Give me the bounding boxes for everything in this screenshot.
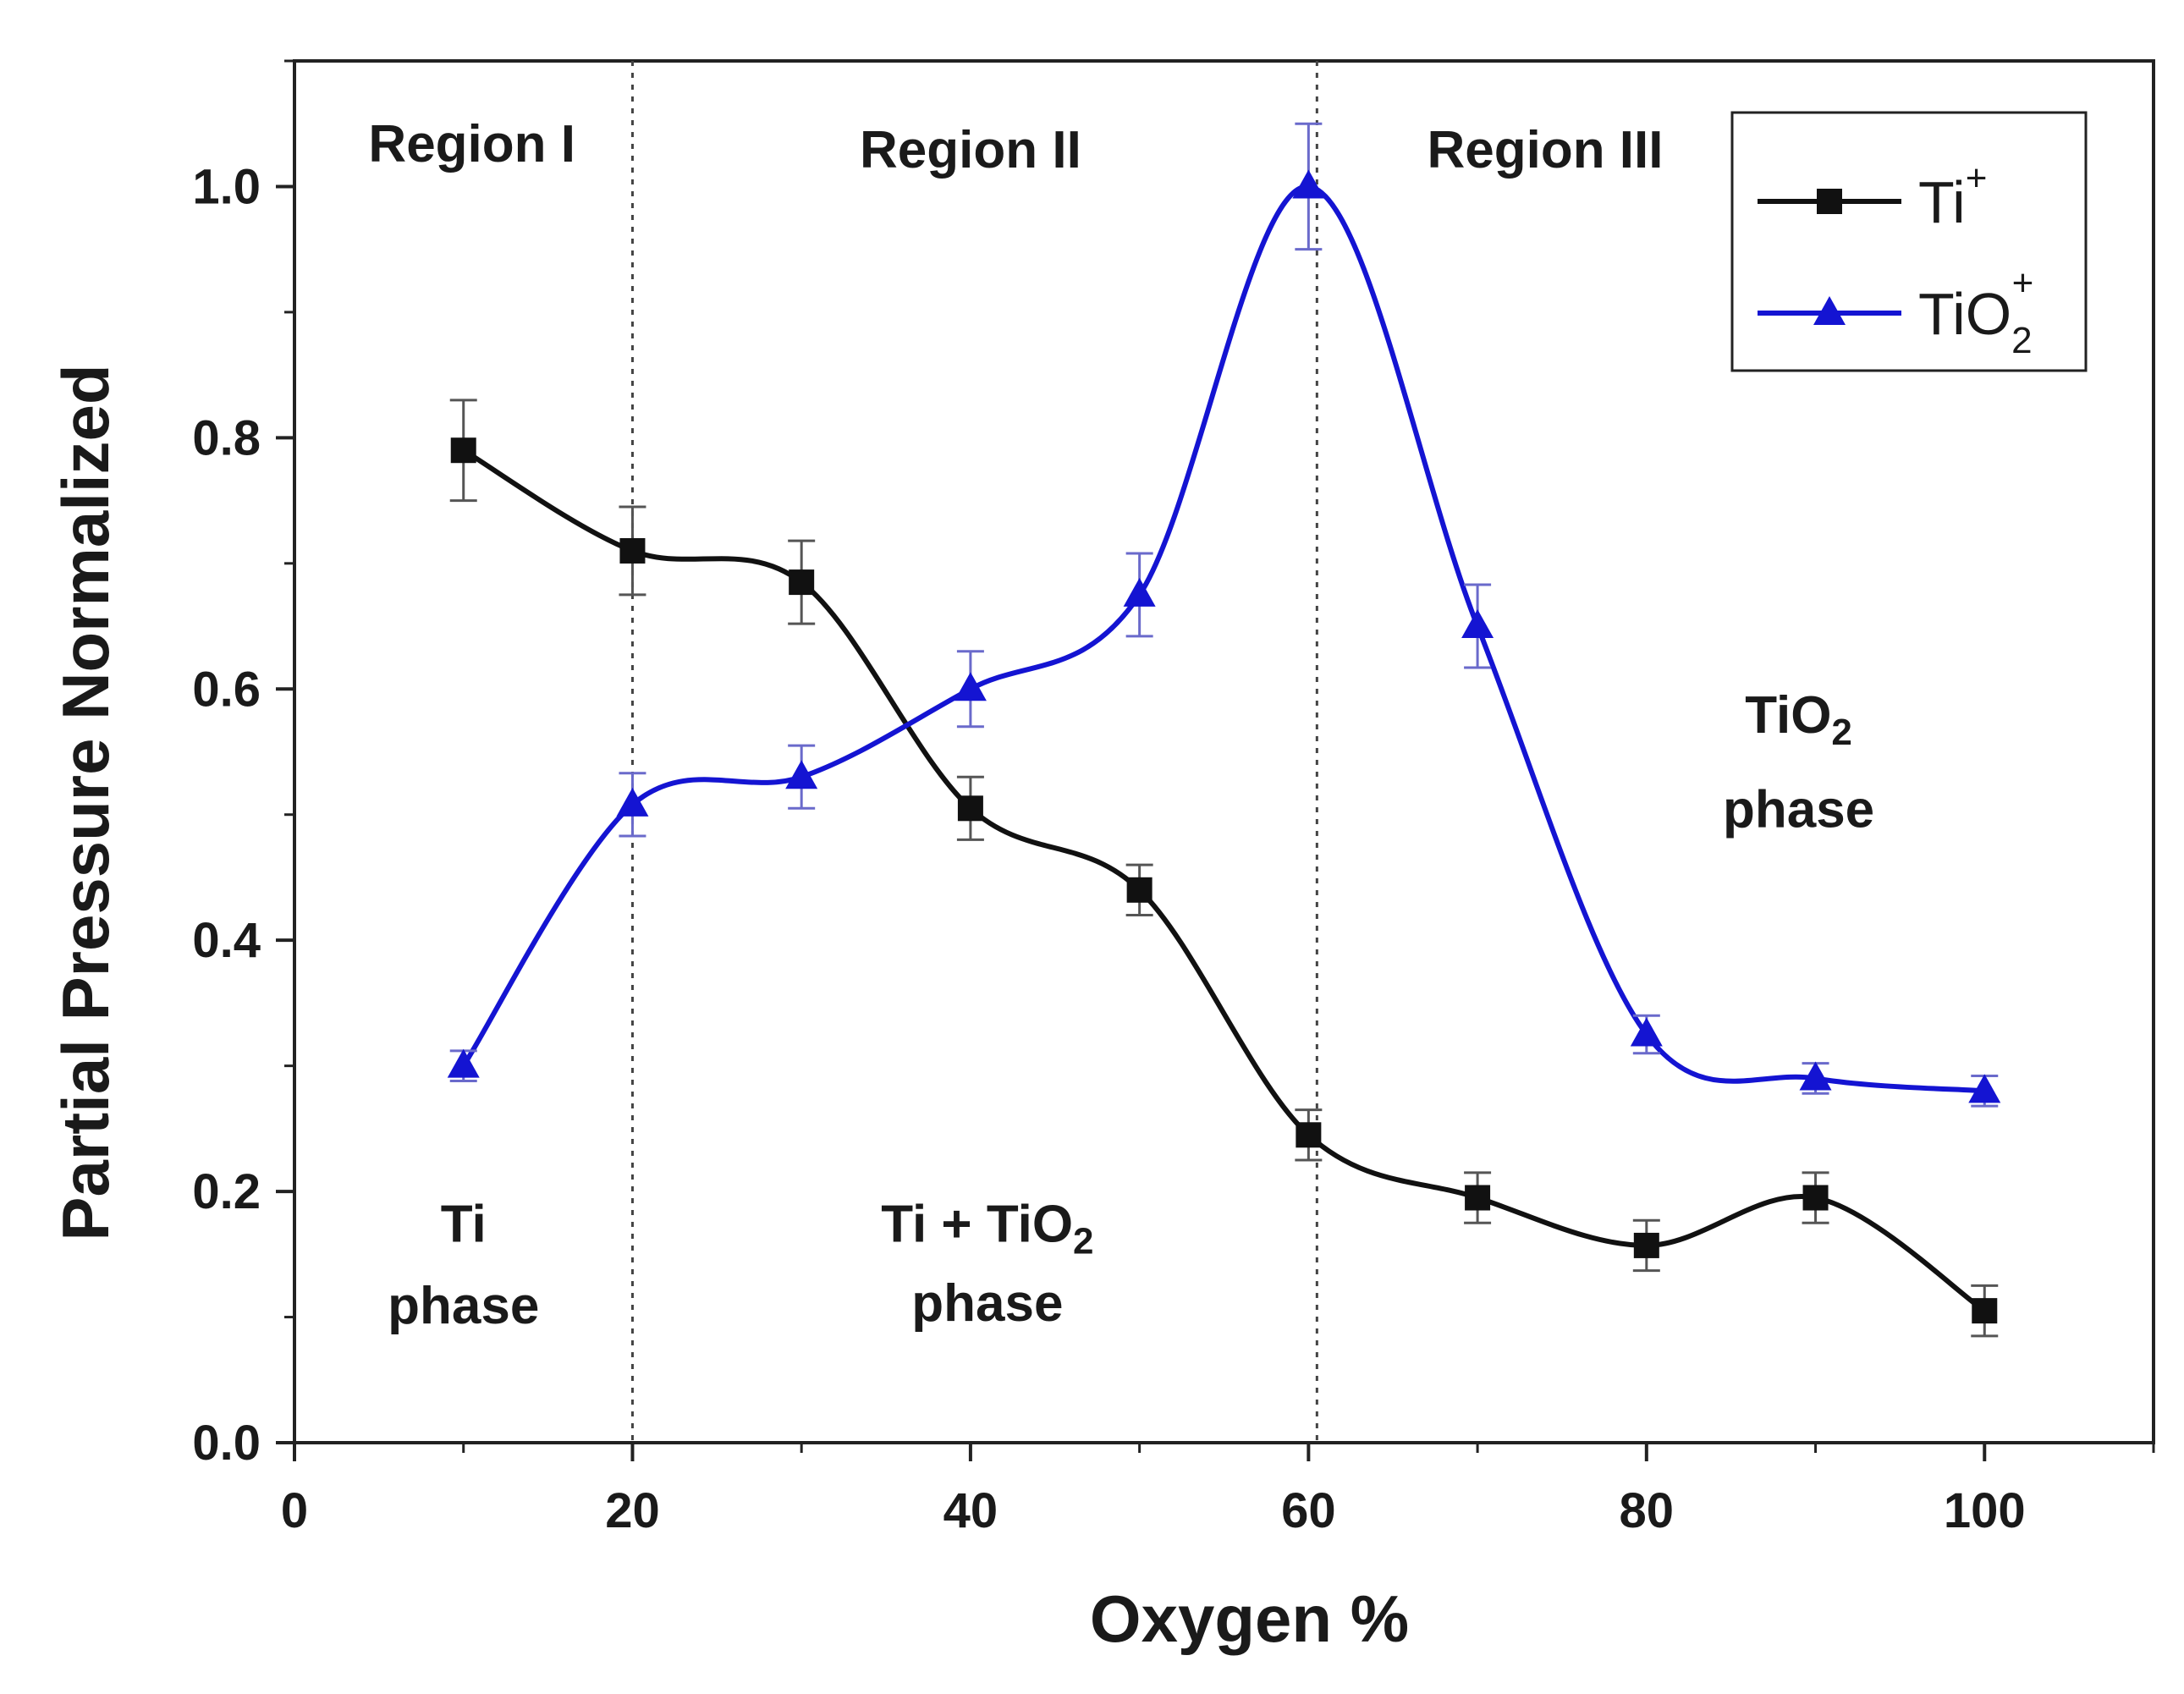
data-point-square: [1633, 1232, 1659, 1258]
series-tio2-plus: [447, 122, 2001, 1108]
series-layer: [447, 122, 2001, 1338]
series-ti-plus: [449, 399, 1999, 1338]
plot-frame: [293, 59, 2155, 1444]
data-point-triangle: [1630, 1017, 1663, 1047]
data-point-triangle: [954, 672, 987, 701]
phase-label-text: Ti + TiO: [881, 1195, 1073, 1253]
data-point-triangle: [785, 760, 818, 789]
legend-marker-square: [1817, 189, 1842, 214]
series-line: [461, 184, 1985, 1094]
legend-label-text: Ti: [1918, 169, 1966, 235]
data-point-square: [450, 437, 476, 464]
y-tick-label: 0.8: [192, 410, 261, 465]
x-tick-label: 40: [943, 1483, 998, 1538]
y-tick-label: 1.0: [192, 159, 261, 214]
phase-label-line1: Ti + TiO2: [881, 1195, 1093, 1262]
legend-box: [1730, 111, 2088, 372]
region-label: Region III: [1427, 121, 1663, 179]
legend-label-superscript: +: [1966, 157, 1988, 199]
region-label: Region I: [368, 115, 575, 173]
series-line: [462, 448, 1986, 1313]
phase-label-line2: phase: [911, 1274, 1063, 1333]
phase-label-line1: Ti: [441, 1195, 487, 1253]
phase-label-line2: phase: [388, 1277, 539, 1335]
y-tick-label: 0.4: [192, 913, 261, 968]
legend-marker-triangle: [1813, 296, 1846, 325]
data-point-triangle: [616, 787, 649, 817]
y-tick-label: 0.6: [192, 662, 261, 717]
annotations: Region I Region II Region III Ti phase Ti + T…: [368, 115, 1874, 1335]
phase-label-line2: phase: [1723, 781, 1874, 839]
axes: 0 20 40 60 80 100 0.0 0.2 0.4 0.6 0.8 1.0 Oxygen % Pa…: [48, 59, 2155, 1656]
data-point-square: [1972, 1298, 1998, 1324]
region-label: Region II: [860, 121, 1081, 179]
data-point-square: [619, 537, 646, 564]
legend-label: TiO2 +: [1918, 262, 2033, 361]
legend-entry: Ti+: [1758, 157, 1987, 235]
data-point-square: [957, 795, 983, 822]
region-dividers: [630, 61, 1318, 1443]
x-tick-label: 80: [1620, 1483, 1675, 1538]
legend-label: Ti+: [1918, 157, 1987, 235]
data-point-triangle: [1292, 169, 1325, 199]
y-tick-label: 0.2: [192, 1164, 261, 1219]
data-point-square: [1126, 877, 1153, 903]
data-point-square: [1465, 1185, 1491, 1211]
phase-label-subscript: 2: [1073, 1220, 1093, 1262]
y-tick-label: 0.0: [192, 1416, 261, 1471]
data-point-square: [1802, 1185, 1829, 1211]
phase-label-line1: TiO2: [1745, 686, 1852, 753]
data-point-triangle: [1968, 1074, 2001, 1103]
legend-entry: TiO2 +: [1758, 262, 2033, 361]
data-point-triangle: [1123, 577, 1156, 607]
legend-label-subscript: 2: [2011, 320, 2032, 361]
x-tick-label: 60: [1281, 1483, 1336, 1538]
legend-label-text: TiO: [1918, 281, 2011, 347]
data-point-triangle: [1799, 1061, 1832, 1091]
x-tick-label: 20: [605, 1483, 660, 1538]
x-tick-label: 100: [1944, 1483, 2026, 1538]
legend: Ti+TiO2+: [1730, 111, 2088, 372]
data-point-triangle: [447, 1048, 480, 1078]
phase-label-subscript: 2: [1831, 712, 1851, 753]
legend-label-superscript: +: [2012, 262, 2034, 304]
phase-label-text: Ti: [441, 1195, 487, 1253]
x-axis-title: Oxygen %: [1090, 1581, 1409, 1656]
phase-label-text: TiO: [1745, 686, 1831, 745]
data-point-square: [789, 569, 815, 596]
x-tick-label: 0: [281, 1483, 308, 1538]
y-axis-title: Partial Pressure Normalized: [48, 364, 123, 1240]
data-point-square: [1296, 1122, 1322, 1148]
data-point-triangle: [1461, 609, 1494, 639]
